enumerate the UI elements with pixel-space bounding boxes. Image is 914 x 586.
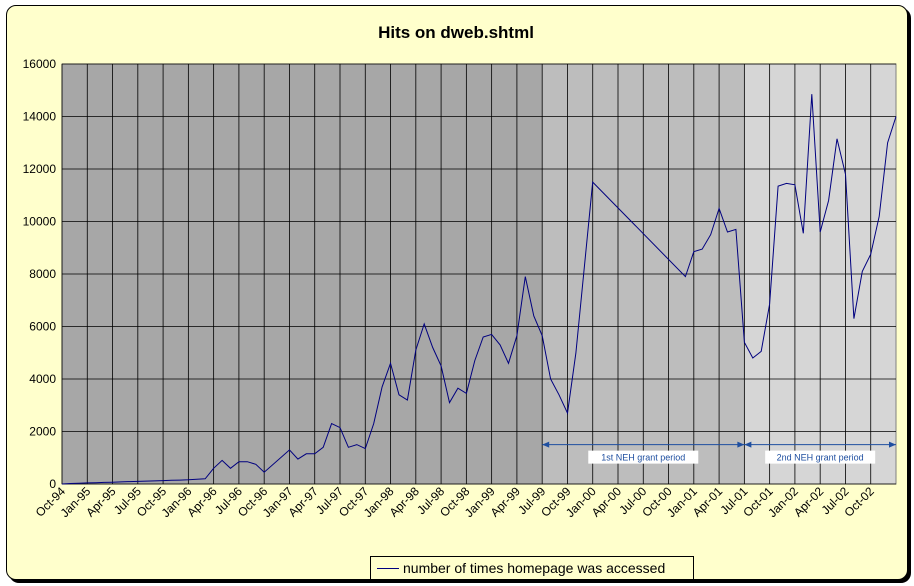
- legend-label: number of times homepage was accessed: [403, 560, 666, 576]
- y-axis-ticks: 0 2000 4000 6000 8000 10000 12000 14000 16000: [23, 57, 57, 491]
- legend-swatch: [377, 567, 399, 569]
- gridlines: [61, 63, 896, 485]
- period-arrow-head-left-0: [542, 441, 550, 448]
- x-axis-ticks: Oct-94Jan-95Apr-95Jul-95Oct-95Jan-96Apr-…: [33, 484, 877, 520]
- period-label-bg-0: [588, 450, 699, 464]
- y-tick-label: 6000: [29, 320, 56, 334]
- chart-title: Hits on dweb.shtml: [378, 23, 534, 42]
- series-line-0: [61, 94, 897, 485]
- y-tick-label: 14000: [23, 110, 57, 124]
- x-tick-label: Apr-99: [488, 484, 524, 520]
- legend: number of times homepage was accessed: [370, 556, 694, 580]
- line-chart: Hits on dweb.shtml 0 2000 4000 6000 8000 1000…: [23, 23, 897, 520]
- y-tick-label: 4000: [29, 372, 56, 386]
- y-tick-label: 16000: [23, 57, 57, 71]
- x-tick-label: Apr-98: [387, 484, 423, 520]
- series-group: [61, 94, 897, 485]
- y-tick-label: 12000: [23, 162, 57, 176]
- period-label-1: 2nd NEH grant period: [777, 453, 864, 463]
- period-label-0: 1st NEH grant period: [601, 453, 685, 463]
- period-arrow-head-right-1: [889, 441, 896, 448]
- x-tick-label: Apr-00: [589, 484, 625, 520]
- x-tick-label: Apr-95: [83, 484, 119, 520]
- x-tick-label: Oct-02: [841, 484, 877, 520]
- y-tick-label: 10000: [23, 215, 57, 229]
- period-label-bg-1: [765, 450, 876, 464]
- period-arrow-head-left-1: [744, 441, 752, 448]
- y-tick-label: 8000: [29, 267, 56, 281]
- y-tick-label: 2000: [29, 425, 56, 439]
- period-arrow-head-right-0: [737, 441, 745, 448]
- x-tick-label: Apr-01: [690, 484, 726, 520]
- chart-frame: Hits on dweb.shtml 0 2000 4000 6000 8000 1000…: [6, 5, 908, 580]
- grant-periods: 1st NEH grant period 2nd NEH grant period: [542, 441, 896, 464]
- y-tick-label: 0: [49, 477, 56, 491]
